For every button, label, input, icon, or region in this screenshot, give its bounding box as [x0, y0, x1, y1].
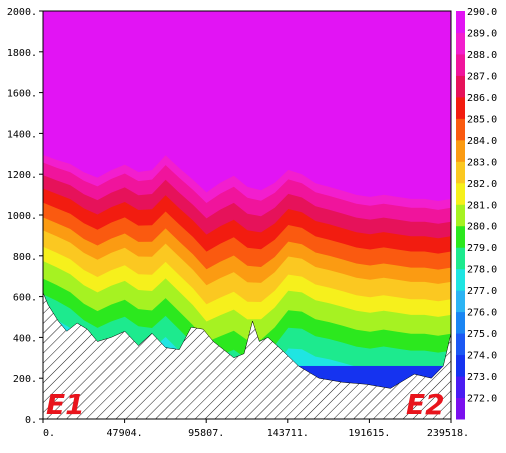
colorbar-swatch — [456, 96, 465, 119]
y-axis: 0. 200. 400. 600. 800. 1000. 1200. 1400. 1600. 18… — [7, 7, 43, 426]
x-axis: 0. 47904. 95807. 143711. 191615. 239518. — [42, 419, 469, 439]
plot-area — [43, 11, 451, 419]
y-tick-label: 1600. — [7, 89, 37, 100]
colorbar-swatch — [456, 311, 465, 334]
colorbar-swatch — [456, 290, 465, 313]
colorbar-label: 285.0 — [467, 114, 497, 125]
colorbar-swatch — [456, 32, 465, 55]
marker-e2: E2 — [406, 388, 445, 421]
colorbar-label: 277.0 — [467, 286, 497, 297]
colorbar-swatch — [456, 225, 465, 248]
colorbar-swatch — [456, 397, 465, 420]
y-tick-label: 200. — [13, 374, 37, 385]
colorbar-swatch — [456, 53, 465, 76]
colorbar-swatch — [456, 75, 465, 98]
y-tick-label: 800. — [13, 252, 37, 263]
colorbar-label: 284.0 — [467, 136, 497, 147]
y-tick-label: 400. — [13, 333, 37, 344]
colorbar-label: 288.0 — [467, 50, 497, 61]
colorbar-swatch — [456, 161, 465, 184]
colorbar-label: 282.0 — [467, 179, 497, 190]
colorbar-swatch — [456, 118, 465, 141]
y-tick-label: 1800. — [7, 48, 37, 59]
colorbar-label: 287.0 — [467, 71, 497, 82]
colorbar-swatch — [456, 268, 465, 291]
y-tick-label: 1400. — [7, 129, 37, 140]
colorbar-label: 290.0 — [467, 7, 497, 18]
colorbar-label: 283.0 — [467, 157, 497, 168]
x-tick-label: 191615. — [348, 428, 390, 439]
colorbar-label: 281.0 — [467, 200, 497, 211]
y-tick-label: 1200. — [7, 170, 37, 181]
colorbar-label: 275.0 — [467, 329, 497, 340]
x-tick-label: 143711. — [267, 428, 309, 439]
marker-e1: E1 — [46, 388, 85, 421]
colorbar-swatch — [456, 376, 465, 399]
colorbar-swatch — [456, 182, 465, 205]
x-tick-label: 95807. — [188, 428, 224, 439]
colorbar-label: 286.0 — [467, 93, 497, 104]
colorbar-label: 280.0 — [467, 222, 497, 233]
y-tick-label: 0. — [25, 415, 37, 426]
y-tick-label: 600. — [13, 293, 37, 304]
colorbar-label: 278.0 — [467, 265, 497, 276]
colorbar-label: 289.0 — [467, 28, 497, 39]
terrain-hatch — [43, 292, 451, 419]
colorbar-swatch — [456, 11, 465, 33]
y-tick-label: 1000. — [7, 211, 37, 222]
colorbar-label: 273.0 — [467, 372, 497, 383]
colorbar-swatch — [456, 247, 465, 270]
x-tick-label: 0. — [43, 428, 55, 439]
x-tick-label: 47904. — [107, 428, 143, 439]
colorbar-label: 279.0 — [467, 243, 497, 254]
colorbar: 272.0 273.0 274.0 275.0 276.0 277.0 278.0 279.0… — [456, 7, 497, 420]
colorbar-swatch — [456, 139, 465, 162]
colorbar-swatch — [456, 333, 465, 356]
colorbar-label: 274.0 — [467, 351, 497, 362]
colorbar-swatch — [456, 354, 465, 377]
x-tick-label: 239518. — [427, 428, 469, 439]
colorbar-label: 276.0 — [467, 308, 497, 319]
colorbar-swatch — [456, 204, 465, 227]
colorbar-label: 272.0 — [467, 394, 497, 405]
y-tick-label: 2000. — [7, 7, 37, 18]
